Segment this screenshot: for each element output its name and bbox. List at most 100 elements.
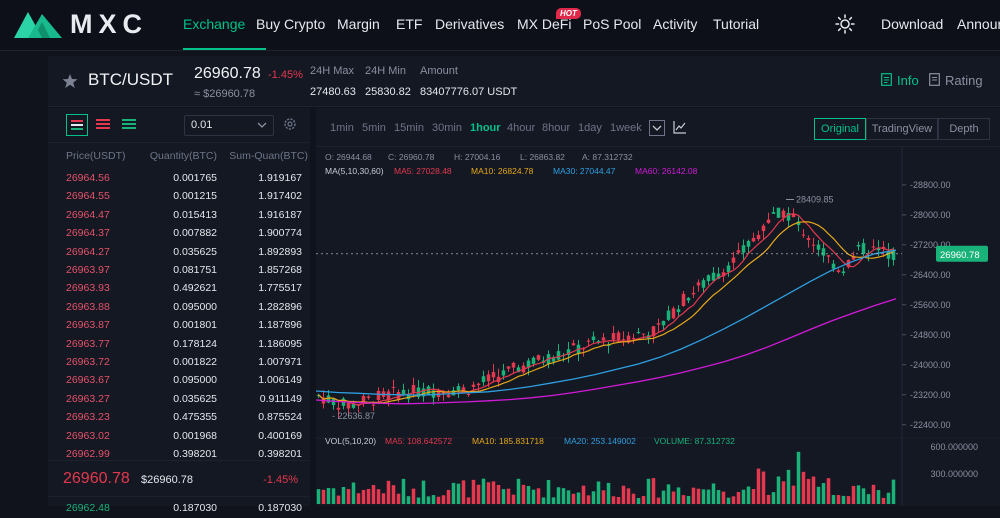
- ask-quantity: 0.001801: [173, 319, 217, 332]
- logo[interactable]: MXC: [14, 9, 148, 39]
- candle-body: [791, 214, 796, 218]
- indicator-chart-icon[interactable]: [673, 120, 687, 134]
- ask-row[interactable]: 26964.47 0.015413 1.916187: [48, 207, 310, 225]
- view-bids-icon[interactable]: [120, 115, 138, 133]
- divider: [48, 496, 310, 497]
- candlestick-chart[interactable]: -28800.00 -28000.00 -27200.00 -26400.00 -256…: [316, 146, 1000, 506]
- nav-tutorial[interactable]: Tutorial: [713, 16, 760, 32]
- view-asks-icon[interactable]: [94, 115, 112, 133]
- candle-body: [671, 308, 676, 319]
- ask-row[interactable]: 26964.37 0.007882 1.900774: [48, 225, 310, 243]
- volume-bar: [736, 491, 741, 504]
- settings-gear-icon[interactable]: [283, 117, 297, 131]
- volume-bar: [826, 478, 831, 504]
- info-icon[interactable]: [881, 73, 892, 86]
- ask-row[interactable]: 26962.99 0.398201 0.398201: [48, 446, 310, 464]
- favorite-star-icon[interactable]: [62, 73, 78, 89]
- tf-4hour[interactable]: 4hour: [507, 122, 536, 134]
- tf-1week[interactable]: 1week: [610, 122, 642, 134]
- ask-row[interactable]: 26964.56 0.001765 1.919167: [48, 170, 310, 188]
- candle-body: [606, 345, 611, 347]
- candle-body: [876, 247, 881, 251]
- nav-etf[interactable]: ETF: [396, 16, 423, 32]
- ma10-legend: MA10: 26824.78: [471, 166, 534, 176]
- ask-row[interactable]: 26964.55 0.001215 1.917402: [48, 188, 310, 206]
- ask-row[interactable]: 26963.93 0.492621 1.775517: [48, 280, 310, 298]
- ask-row[interactable]: 26963.27 0.035625 0.911149: [48, 391, 310, 409]
- view-depth[interactable]: Depth: [938, 118, 990, 140]
- nav-exchange[interactable]: Exchange: [183, 16, 246, 32]
- nav-download[interactable]: Download: [881, 16, 944, 32]
- tf-8hour[interactable]: 8hour: [542, 122, 571, 134]
- view-both-button[interactable]: [66, 114, 88, 136]
- nav-buy-crypto[interactable]: Buy Crypto: [256, 16, 326, 32]
- candle-body: [536, 355, 541, 360]
- nav-activity[interactable]: Activity: [653, 16, 698, 32]
- hot-badge: HOT: [556, 8, 581, 19]
- ask-sum: 1.007971: [258, 356, 302, 368]
- candle-body: [701, 280, 706, 288]
- bid-sum: 0.187030: [258, 502, 302, 514]
- ask-row[interactable]: 26963.87 0.001801 1.187896: [48, 317, 310, 335]
- view-original[interactable]: Original: [814, 118, 866, 140]
- ma60-line: [316, 298, 897, 405]
- volume-bar: [721, 491, 726, 504]
- volume-bar: [611, 496, 616, 504]
- tf-1hour[interactable]: 1hour: [470, 122, 501, 134]
- candle-body: [686, 297, 691, 301]
- rating-icon[interactable]: [929, 73, 940, 86]
- volume-bar: [716, 490, 721, 504]
- candle-body: [386, 391, 391, 401]
- ask-quantity: 0.007882: [173, 227, 217, 240]
- ask-row[interactable]: 26963.23 0.475355 0.875524: [48, 409, 310, 427]
- volume-bar: [861, 488, 866, 504]
- nav-derivatives[interactable]: Derivatives: [435, 16, 505, 32]
- ask-row[interactable]: 26963.02 0.001968 0.400169: [48, 428, 310, 446]
- candle-body: [441, 392, 446, 395]
- ask-price: 26963.27: [66, 392, 110, 405]
- top-nav: MXC Exchange Buy Crypto Margin ETF Deriv…: [0, 0, 1000, 51]
- ask-row[interactable]: 26964.27 0.035625 1.892893: [48, 244, 310, 262]
- precision-select[interactable]: 0.01: [184, 115, 274, 136]
- pair-name[interactable]: BTC/USDT: [88, 70, 173, 89]
- ask-row[interactable]: 26963.67 0.095000 1.006149: [48, 372, 310, 390]
- ask-row[interactable]: 26963.72 0.001822 1.007971: [48, 354, 310, 372]
- tf-30min[interactable]: 30min: [432, 122, 462, 134]
- ask-price: 26964.37: [66, 227, 110, 240]
- tf-5min[interactable]: 5min: [362, 122, 386, 134]
- rating-link[interactable]: Rating: [945, 73, 983, 88]
- both-sides-icon: [71, 120, 83, 130]
- nav-mx-defi[interactable]: MX DeFi: [517, 16, 572, 32]
- volume-bar: [436, 496, 441, 504]
- ask-quantity: 0.001215: [173, 190, 217, 203]
- ask-sum: 1.282896: [258, 300, 302, 313]
- theme-toggle-icon[interactable]: [835, 14, 855, 34]
- nav-margin[interactable]: Margin: [337, 16, 380, 32]
- volume-bar: [891, 479, 896, 504]
- low-label: - 22636.87: [332, 411, 375, 421]
- ask-sum: 1.186095: [258, 337, 302, 350]
- stat-value-min: 25830.82: [365, 86, 411, 98]
- view-tradingview[interactable]: TradingView: [866, 118, 938, 140]
- candle-body: [831, 263, 836, 269]
- tf-1min[interactable]: 1min: [330, 122, 354, 134]
- volume-bar: [496, 484, 501, 504]
- ask-quantity: 0.081751: [173, 264, 217, 276]
- bid-row[interactable]: 26962.48 0.187030 0.187030: [48, 500, 310, 518]
- candle-body: [756, 235, 761, 240]
- tf-15min[interactable]: 15min: [394, 122, 424, 134]
- ma-legend-label: MA(5,10,30,60): [325, 166, 384, 176]
- ask-row[interactable]: 26963.88 0.095000 1.282896: [48, 299, 310, 317]
- info-link[interactable]: Info: [897, 73, 919, 88]
- candle-body: [706, 275, 711, 282]
- ask-row[interactable]: 26963.97 0.081751 1.857268: [48, 262, 310, 280]
- stat-label-min: 24H Min: [365, 65, 406, 77]
- nav-announcements[interactable]: Announ: [957, 16, 1000, 32]
- more-timeframes-button[interactable]: [649, 120, 665, 136]
- nav-pos-pool[interactable]: PoS Pool: [583, 16, 642, 32]
- candle-body: [511, 362, 516, 368]
- stat-label-max: 24H Max: [310, 65, 355, 77]
- candle-body: [871, 246, 876, 248]
- tf-1day[interactable]: 1day: [578, 122, 602, 134]
- ask-row[interactable]: 26963.77 0.178124 1.186095: [48, 336, 310, 354]
